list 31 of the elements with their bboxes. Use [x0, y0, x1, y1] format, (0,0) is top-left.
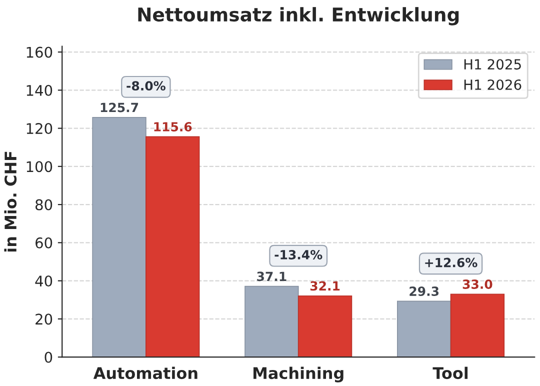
y-tick-label: 100 — [26, 161, 52, 172]
annotation: -8.0% — [126, 81, 166, 91]
bar — [244, 286, 299, 358]
legend-label: H1 2025 — [464, 59, 521, 70]
data-label: 115.6 — [154, 122, 192, 132]
data-label: 37.1 — [257, 272, 286, 282]
annotation: -13.4% — [274, 250, 322, 260]
legend-label: H1 2026 — [464, 79, 522, 90]
y-axis-title: in Mio. CHF — [4, 152, 17, 252]
x-tick-label: Machining — [254, 366, 344, 382]
y-tick-label: 140 — [26, 84, 52, 96]
x-tick-label: Automation — [93, 366, 198, 380]
y-tick-label: 0 — [44, 352, 52, 363]
bar — [397, 300, 452, 358]
y-tick-label: 160 — [26, 46, 52, 58]
bar — [298, 295, 352, 358]
annotation: +12.6% — [425, 258, 478, 268]
chart-title: Nettoumsatz inkl. Entwicklung — [138, 7, 459, 26]
bar — [92, 117, 146, 358]
y-tick-label: 20 — [36, 314, 52, 325]
y-tick-label: 120 — [26, 123, 52, 134]
bar — [146, 136, 200, 358]
y-tick-label: 60 — [36, 237, 52, 248]
data-label: 32.1 — [310, 281, 340, 291]
y-tick-label: 80 — [36, 199, 52, 210]
data-label: 33.0 — [462, 279, 492, 289]
y-tick-label: 40 — [35, 276, 52, 287]
data-label: 29.3 — [410, 286, 439, 296]
data-label: 125.7 — [100, 102, 138, 112]
bar — [450, 294, 505, 358]
x-tick-label: Tool — [432, 366, 468, 380]
